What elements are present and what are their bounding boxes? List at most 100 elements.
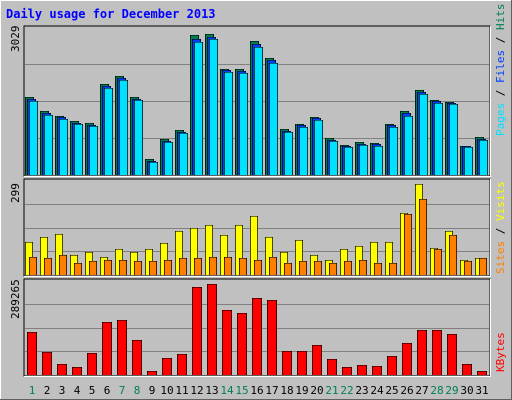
ymax-label-kbytes: 289265	[9, 279, 22, 319]
x-tick-label: 26	[400, 384, 413, 397]
bar-sites-day-7	[119, 260, 127, 275]
bar-sites-day-9	[149, 261, 157, 275]
x-tick-label: 30	[460, 384, 473, 397]
bar-kbytes-day-17	[267, 300, 277, 375]
bar-sites-day-30	[464, 261, 472, 275]
bar-kbytes-day-2	[42, 352, 52, 375]
bar-kbytes-day-1	[27, 332, 37, 375]
bar-sites-day-14	[224, 257, 232, 275]
bar-sites-day-10	[164, 260, 172, 275]
bar-kbytes-day-20	[312, 345, 322, 375]
x-tick-label: 19	[295, 384, 308, 397]
bar-pages-day-12	[194, 42, 203, 175]
bar-sites-day-17	[269, 257, 277, 275]
right-legend-bottom: KBytes	[494, 332, 507, 372]
bar-kbytes-day-15	[237, 313, 247, 375]
x-tick-label: 11	[175, 384, 188, 397]
bar-pages-day-5	[89, 126, 98, 175]
x-tick-label: 29	[445, 384, 458, 397]
bar-kbytes-day-22	[342, 367, 352, 375]
bar-sites-day-4	[74, 263, 82, 275]
x-tick-label: 7	[119, 384, 126, 397]
bar-pages-day-26	[404, 116, 413, 175]
bar-kbytes-day-28	[432, 330, 442, 375]
bar-kbytes-day-8	[132, 340, 142, 375]
bar-pages-day-23	[359, 145, 368, 175]
bar-pages-day-11	[179, 133, 188, 175]
x-tick-label: 16	[250, 384, 263, 397]
bar-sites-day-31	[479, 258, 487, 275]
legend-hits: Hits	[494, 4, 507, 31]
legend-files: Files	[494, 50, 507, 83]
right-legend-middle: Sites / Visits	[494, 181, 507, 274]
x-tick-label: 1	[29, 384, 36, 397]
bar-kbytes-day-14	[222, 310, 232, 375]
bar-sites-day-11	[179, 258, 187, 275]
x-tick-label: 20	[310, 384, 323, 397]
bar-pages-day-24	[374, 146, 383, 175]
right-legend-top: Pages / Files / Hits	[494, 4, 507, 137]
bar-pages-day-14	[224, 72, 233, 175]
bar-kbytes-day-16	[252, 298, 262, 375]
bar-kbytes-day-7	[117, 320, 127, 375]
x-tick-label: 10	[160, 384, 173, 397]
ymax-label-pages: 3029	[9, 26, 22, 53]
x-tick-label: 12	[190, 384, 203, 397]
x-tick-label: 25	[385, 384, 398, 397]
bar-pages-day-16	[254, 47, 263, 175]
bar-kbytes-day-23	[357, 365, 367, 375]
x-tick-label: 22	[340, 384, 353, 397]
x-tick-label: 18	[280, 384, 293, 397]
bar-kbytes-day-6	[102, 322, 112, 375]
bar-sites-day-29	[449, 235, 457, 275]
bar-pages-day-28	[434, 103, 443, 175]
bar-pages-day-9	[149, 162, 158, 175]
bar-sites-day-28	[434, 249, 442, 275]
bar-pages-day-22	[344, 147, 353, 175]
x-tick-label: 3	[59, 384, 66, 397]
bar-sites-day-1	[29, 257, 37, 275]
bar-kbytes-day-24	[372, 366, 382, 375]
bar-pages-day-31	[479, 140, 488, 175]
bar-pages-day-18	[284, 132, 293, 175]
x-tick-label: 28	[430, 384, 443, 397]
bar-pages-day-4	[74, 124, 83, 175]
bar-kbytes-day-4	[72, 367, 82, 375]
bar-pages-day-13	[209, 39, 218, 175]
bar-kbytes-day-13	[207, 284, 217, 375]
bar-sites-day-27	[419, 199, 427, 275]
x-tick-label: 9	[149, 384, 156, 397]
bar-pages-day-20	[314, 120, 323, 175]
bar-sites-day-3	[59, 255, 67, 275]
x-tick-label: 17	[265, 384, 278, 397]
bar-kbytes-day-21	[327, 359, 337, 375]
x-tick-label: 23	[355, 384, 368, 397]
bar-sites-day-12	[194, 258, 202, 275]
x-axis-labels: 1 2 3 4 5 6 7 8 9 10 11 12 13 14 15 16 17 18 19 20 21 22 23 24 2…	[29, 384, 489, 397]
bar-sites-day-13	[209, 257, 217, 275]
x-tick-label: 24	[370, 384, 384, 397]
bar-sites-day-5	[89, 261, 97, 275]
bar-sites-day-23	[359, 260, 367, 275]
bar-pages-day-3	[59, 119, 68, 175]
bar-pages-day-27	[419, 94, 428, 175]
chart-bars	[25, 34, 488, 375]
x-tick-label: 8	[134, 384, 141, 397]
bar-kbytes-day-12	[192, 287, 202, 375]
bar-pages-day-17	[269, 63, 278, 175]
legend-visits: Visits	[494, 181, 507, 221]
bar-kbytes-day-31	[477, 371, 487, 375]
bar-sites-day-15	[239, 258, 247, 275]
bar-kbytes-day-5	[87, 353, 97, 375]
bar-sites-day-8	[134, 261, 142, 275]
bar-sites-day-19	[299, 261, 307, 275]
bar-pages-day-8	[134, 100, 143, 175]
bar-kbytes-day-19	[297, 351, 307, 375]
bar-sites-day-16	[254, 260, 262, 275]
ymax-label-visits: 299	[9, 183, 22, 203]
bar-sites-day-6	[104, 260, 112, 275]
bar-pages-day-29	[449, 104, 458, 175]
bar-pages-day-10	[164, 142, 173, 175]
x-tick-label: 14	[220, 384, 234, 397]
